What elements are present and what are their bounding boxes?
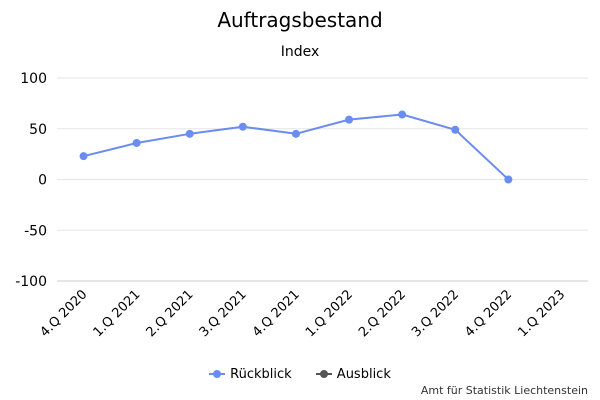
x-tick-label: 3.Q 2021 (197, 287, 250, 340)
series-layer (79, 110, 513, 184)
data-point[interactable] (132, 138, 141, 147)
data-point[interactable] (291, 129, 300, 138)
legend-marker-icon (209, 370, 226, 378)
series-line-rueckblick (82, 113, 510, 181)
grid-lines (57, 77, 588, 282)
x-tick-label: 4.Q 2021 (250, 287, 303, 340)
legend-label: Rückblick (230, 366, 292, 382)
y-tick-label: -50 (24, 223, 47, 239)
data-point[interactable] (504, 175, 513, 184)
x-axis-ticks: 4.Q 2020 1.Q 2021 2.Q 2021 3.Q 2021 4.Q 2021… (37, 287, 568, 340)
x-tick-label: 2.Q 2021 (144, 287, 197, 340)
y-tick-label: 50 (29, 122, 47, 138)
legend-marker-icon (315, 370, 332, 378)
y-tick-label: -100 (15, 274, 47, 290)
y-axis-ticks: 100 50 0 -50 -100 (15, 71, 47, 290)
x-tick-label: 4.Q 2022 (462, 287, 515, 340)
x-tick-label: 1.Q 2022 (303, 287, 356, 340)
legend-item-ausblick[interactable]: Ausblick (315, 366, 391, 382)
data-point[interactable] (398, 110, 407, 119)
data-point[interactable] (451, 125, 460, 134)
legend-item-rueckblick[interactable]: Rückblick (209, 367, 292, 382)
x-tick-label: 1.Q 2021 (91, 287, 144, 340)
data-point[interactable] (345, 115, 354, 124)
chart-subtitle: Index (280, 44, 320, 60)
chart-title: Auftragsbestand (217, 8, 383, 32)
legend: Rückblick Ausblick (0, 364, 600, 382)
y-tick-label: 0 (38, 173, 47, 189)
credits[interactable]: Amt für Statistik Liechtenstein (420, 384, 588, 397)
y-tick-label: 100 (20, 71, 47, 87)
legend-label: Ausblick (336, 366, 391, 382)
data-point[interactable] (79, 152, 88, 161)
data-point[interactable] (238, 122, 247, 131)
x-tick-label: 2.Q 2022 (356, 287, 409, 340)
x-tick-label: 1.Q 2023 (515, 287, 568, 340)
data-point[interactable] (185, 129, 194, 138)
x-tick-label: 3.Q 2022 (409, 287, 462, 340)
x-tick-label: 4.Q 2020 (37, 287, 90, 340)
